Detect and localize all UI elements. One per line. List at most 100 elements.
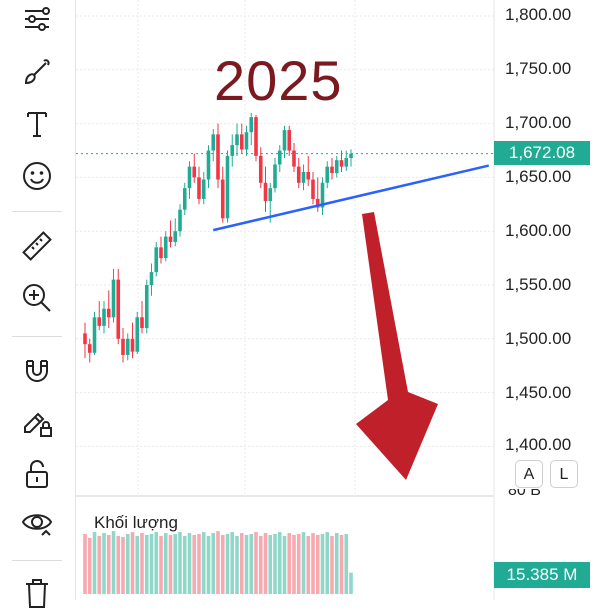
volume-bar bbox=[330, 535, 334, 594]
volume-bar bbox=[173, 534, 178, 594]
volume-bar bbox=[163, 533, 168, 594]
price-tick-label: 1,800.00 bbox=[505, 5, 572, 24]
candle-body bbox=[106, 308, 111, 318]
lock-drawings-icon[interactable] bbox=[17, 402, 57, 442]
price-tick-label: 1,450.00 bbox=[505, 383, 572, 402]
volume-bar bbox=[273, 534, 277, 594]
down-arrow-drawing[interactable] bbox=[356, 212, 438, 480]
volume-bar bbox=[201, 532, 206, 594]
candle-body bbox=[197, 177, 201, 199]
candle-body bbox=[159, 247, 163, 259]
candle-body bbox=[296, 166, 301, 183]
candle-body bbox=[121, 338, 125, 355]
zoom-in-tool-icon[interactable] bbox=[17, 278, 57, 318]
volume-scale-label: 80 B bbox=[508, 489, 541, 499]
volume-bars bbox=[83, 531, 353, 594]
candle-body bbox=[287, 130, 292, 151]
volume-bar bbox=[230, 532, 235, 594]
candle-body bbox=[235, 134, 239, 146]
candle-body bbox=[92, 317, 97, 353]
price-tick-label: 1,400.00 bbox=[505, 435, 572, 454]
candle-body bbox=[334, 160, 339, 174]
text-tool-icon[interactable] bbox=[17, 104, 57, 144]
candle-body bbox=[149, 272, 154, 285]
volume-bar bbox=[192, 534, 197, 594]
last-price-label: 1,672.08 bbox=[494, 141, 590, 165]
candle-body bbox=[263, 182, 268, 202]
volume-bar bbox=[296, 534, 301, 594]
candle-body bbox=[173, 231, 178, 242]
volume-bar bbox=[349, 572, 353, 594]
volume-bar bbox=[268, 534, 273, 594]
volume-bar bbox=[125, 534, 130, 594]
candle-body bbox=[201, 179, 206, 199]
year-annotation: 2025 bbox=[214, 49, 343, 112]
price-tick-label: 1,600.00 bbox=[505, 221, 572, 240]
volume-bar bbox=[106, 534, 111, 594]
candle-body bbox=[320, 182, 325, 208]
candle-body bbox=[178, 209, 182, 232]
price-tick-label: 1,700.00 bbox=[505, 113, 572, 132]
volume-bar bbox=[282, 535, 287, 594]
volume-bar bbox=[225, 534, 230, 594]
volume-bar bbox=[339, 534, 344, 594]
volume-bar bbox=[220, 534, 225, 594]
drawing-toolbar bbox=[0, 0, 76, 608]
candle-body bbox=[87, 344, 92, 353]
candle-body bbox=[125, 338, 130, 355]
candle-body bbox=[273, 164, 277, 189]
candle-body bbox=[130, 338, 135, 352]
emoji-tool-icon[interactable] bbox=[17, 156, 57, 196]
auto-scale-button[interactable]: A bbox=[515, 460, 543, 488]
volume-bar bbox=[263, 533, 268, 594]
volume-bar bbox=[216, 531, 220, 594]
candle-body bbox=[325, 166, 330, 183]
volume-bar bbox=[311, 533, 315, 594]
trend-lines-tool-icon[interactable] bbox=[17, 0, 57, 40]
volume-bar bbox=[325, 532, 330, 594]
volume-bar bbox=[344, 534, 349, 594]
volume-bar bbox=[211, 533, 216, 594]
candle-body bbox=[315, 198, 320, 208]
candle-body bbox=[282, 130, 287, 151]
candle-body bbox=[102, 308, 106, 326]
visibility-icon[interactable] bbox=[17, 502, 57, 542]
volume-bar bbox=[244, 534, 249, 594]
candle-body bbox=[339, 160, 344, 167]
candle-body bbox=[144, 285, 149, 329]
candle-body bbox=[83, 333, 87, 345]
trendline[interactable] bbox=[212, 164, 490, 232]
volume-bar bbox=[97, 535, 102, 594]
volume-bar bbox=[144, 534, 149, 594]
candle-body bbox=[140, 317, 144, 329]
candle-body bbox=[154, 247, 159, 273]
candle-body bbox=[206, 150, 211, 180]
ruler-tool-icon[interactable] bbox=[17, 226, 57, 266]
volume-bar bbox=[187, 533, 192, 594]
unlock-icon[interactable] bbox=[17, 454, 57, 494]
brush-tool-icon[interactable] bbox=[17, 52, 57, 92]
volume-bar bbox=[121, 536, 125, 594]
candle-body bbox=[163, 236, 168, 259]
volume-bar bbox=[92, 532, 97, 594]
candle-body bbox=[258, 155, 263, 183]
volume-title: Khối lượng bbox=[94, 513, 178, 532]
volume-bar bbox=[320, 534, 325, 594]
candle-body bbox=[277, 150, 282, 165]
candle-body bbox=[292, 150, 296, 167]
volume-bar bbox=[182, 535, 187, 594]
magnet-tool-icon[interactable] bbox=[17, 350, 57, 390]
trash-icon[interactable] bbox=[17, 572, 57, 612]
volume-bar bbox=[111, 531, 116, 594]
volume-bar bbox=[315, 534, 320, 594]
candle-body bbox=[306, 172, 311, 180]
candles bbox=[83, 112, 353, 363]
log-scale-button[interactable]: L bbox=[550, 460, 578, 488]
volume-bar bbox=[292, 534, 296, 594]
volume-bar bbox=[159, 535, 163, 594]
volume-last-label: 15.385 M bbox=[494, 562, 590, 588]
candle-body bbox=[249, 117, 254, 133]
volume-bar bbox=[140, 533, 144, 594]
volume-bar bbox=[206, 535, 211, 594]
